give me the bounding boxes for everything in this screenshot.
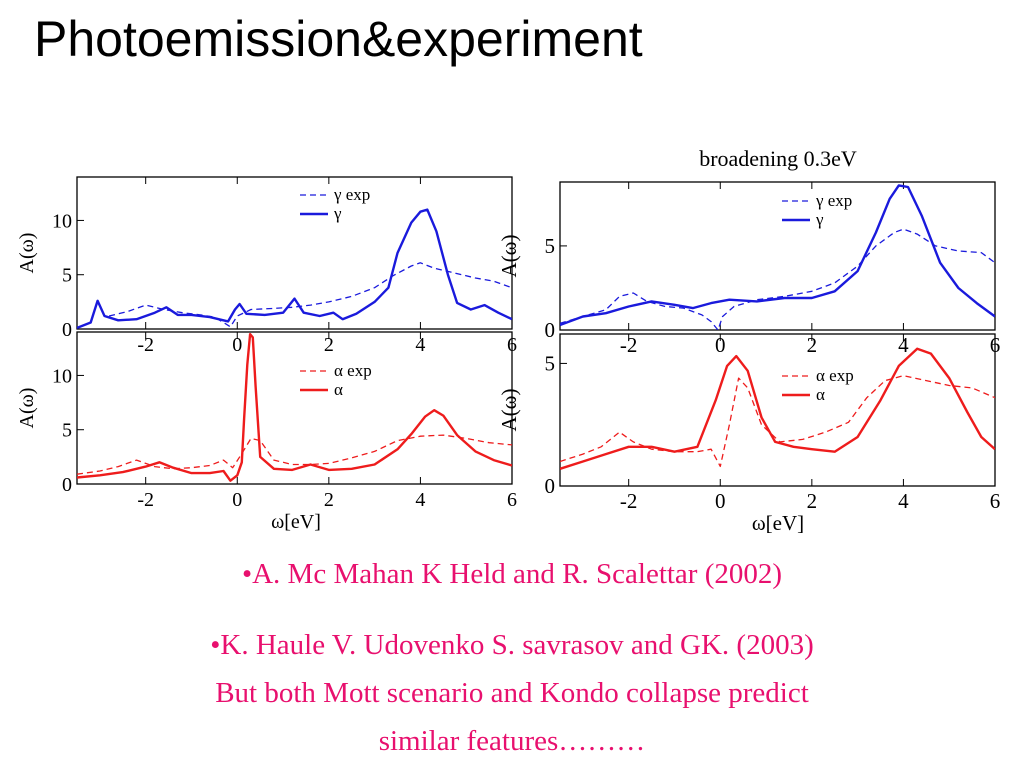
series-line-theory	[560, 347, 995, 470]
x-tick-label: 6	[507, 489, 517, 511]
x-tick-label: -2	[620, 333, 638, 357]
y-tick-label: 10	[52, 210, 72, 232]
series-line-experiment	[77, 434, 512, 475]
x-tick-label: 2	[324, 489, 334, 511]
y-tick-label: 5	[62, 265, 72, 287]
legend-label: α	[816, 385, 825, 404]
x-tick-label: 6	[990, 489, 1001, 513]
series-line-experiment	[560, 228, 995, 330]
x-tick-label: -2	[137, 334, 154, 356]
series-line-experiment	[108, 262, 512, 328]
x-tick-label: 2	[324, 334, 334, 356]
plot-frame	[559, 181, 996, 331]
x-tick-label: 2	[807, 333, 818, 357]
x-tick-label: 4	[898, 333, 909, 357]
note-line-2: similar features………	[378, 725, 646, 757]
legend-label: γ	[815, 210, 824, 229]
reference-1: •A. Mc Mahan K Held and R. Scalettar (20…	[241, 558, 783, 590]
y-axis-label: A(ω)	[16, 388, 38, 429]
plot-frame	[559, 333, 996, 487]
y-tick-label: 0	[62, 319, 72, 341]
series-line-theory	[77, 208, 512, 329]
legend-label: γ exp	[333, 185, 370, 204]
x-tick-label: 0	[715, 489, 726, 513]
y-tick-label: 5	[545, 351, 556, 375]
y-tick-label: 0	[62, 474, 72, 496]
series-line-experiment	[560, 375, 995, 468]
legend-label: α	[334, 380, 343, 399]
reference-2: •K. Haule V. Udovenko S. savrasov and GK…	[210, 629, 814, 661]
x-tick-label: -2	[620, 489, 638, 513]
x-tick-label: 0	[232, 489, 242, 511]
series-line-theory	[77, 333, 512, 482]
slide-title: Photoemission&experiment	[34, 11, 643, 67]
y-tick-label: 5	[62, 420, 72, 442]
y-axis-label: A(ω)	[497, 235, 521, 278]
y-tick-label: 0	[545, 474, 556, 498]
x-tick-label: 0	[715, 333, 726, 357]
series-line-theory	[560, 184, 995, 327]
note-line-1: But both Mott scenario and Kondo collaps…	[215, 677, 809, 709]
y-axis-label: A(ω)	[16, 233, 38, 274]
y-tick-label: 0	[545, 318, 556, 342]
legend-label: γ	[333, 204, 342, 223]
x-tick-label: 0	[232, 334, 242, 356]
figure-title: broadening 0.3eV	[699, 146, 857, 171]
plot-frame	[76, 176, 513, 330]
legend-label: α exp	[334, 361, 372, 380]
x-axis-label: ω[eV]	[271, 511, 321, 533]
x-tick-label: 4	[415, 334, 425, 356]
x-tick-label: 4	[898, 489, 909, 513]
x-tick-label: 4	[415, 489, 425, 511]
legend-label: α exp	[816, 366, 854, 385]
y-axis-label: A(ω)	[497, 389, 521, 432]
x-axis-label: ω[eV]	[752, 511, 804, 535]
plot-frame	[76, 331, 513, 485]
x-tick-label: -2	[137, 489, 154, 511]
legend-label: γ exp	[815, 191, 852, 210]
x-tick-label: 2	[807, 489, 818, 513]
y-tick-label: 10	[52, 365, 72, 387]
y-tick-label: 5	[545, 234, 556, 258]
